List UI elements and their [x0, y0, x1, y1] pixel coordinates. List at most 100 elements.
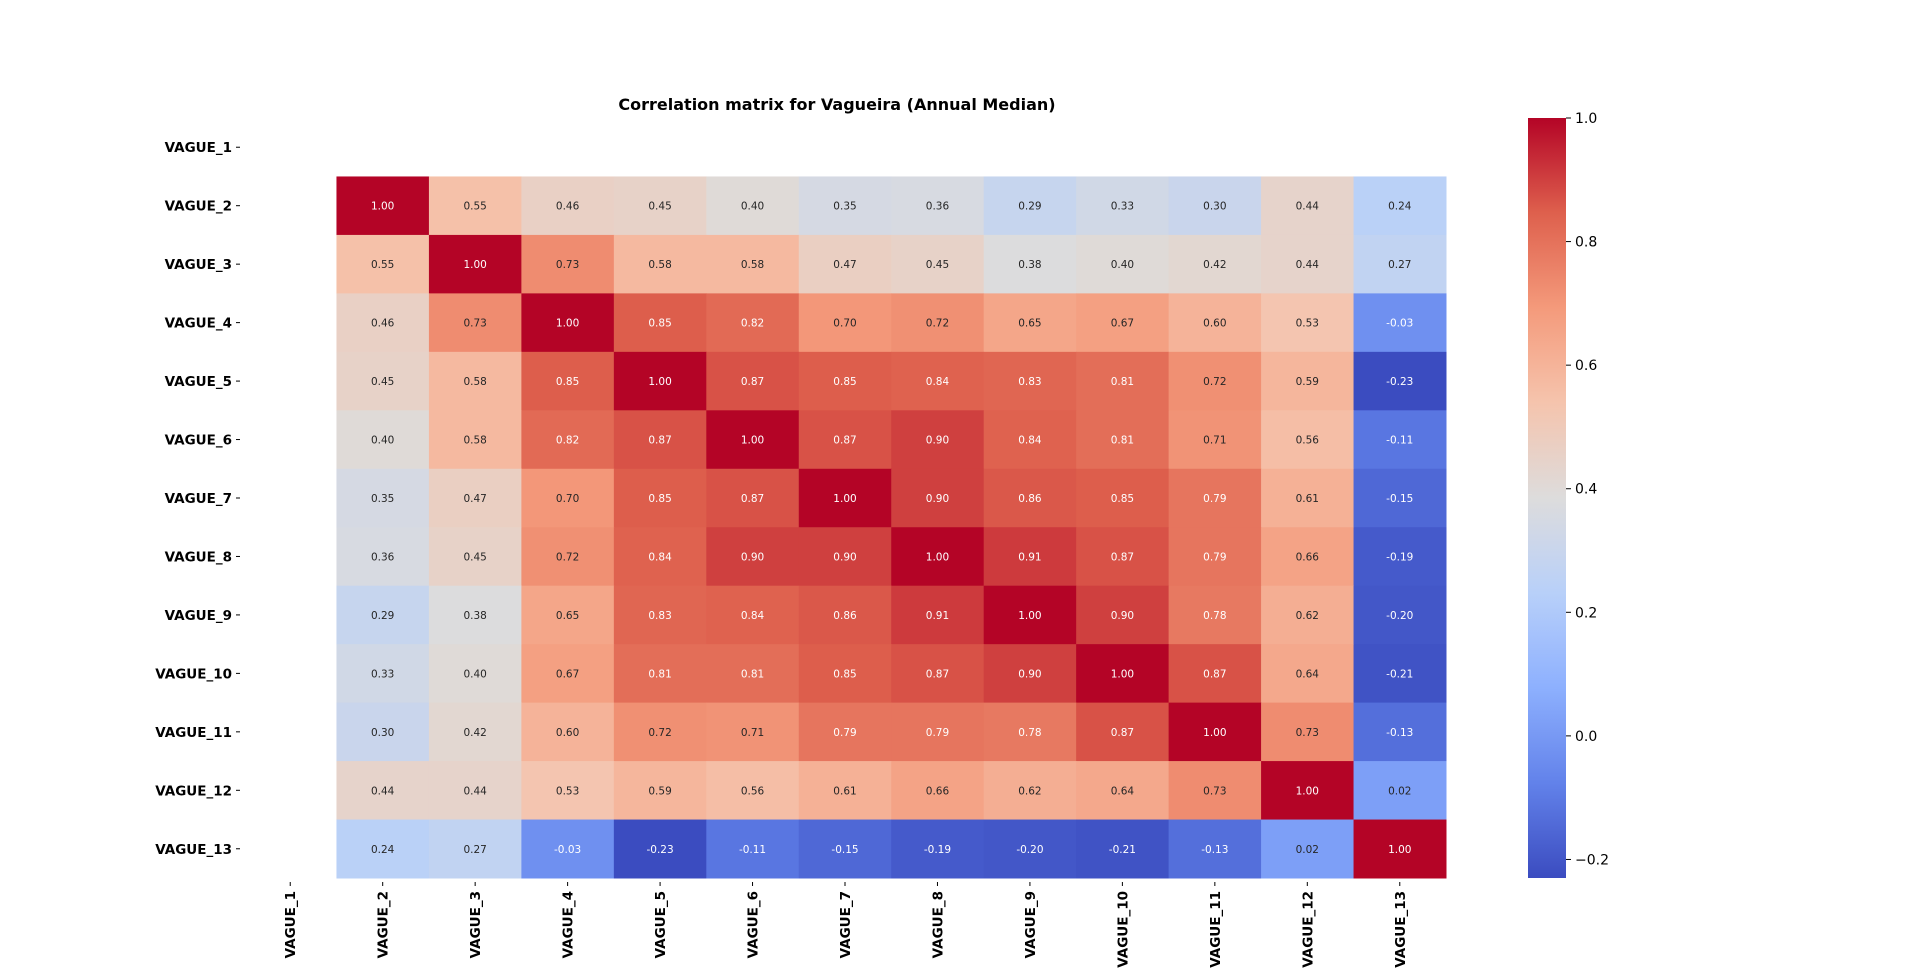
row-label-vague_3: VAGUE_3	[165, 257, 232, 273]
cell-value-vague_13-vague_7: -0.15	[831, 844, 858, 856]
cell-value-vague_2-vague_4: 0.46	[556, 201, 580, 213]
heatmap-cell-vague_12-vague_7	[798, 761, 892, 821]
heatmap-cell-vague_9-vague_11	[1168, 585, 1262, 645]
cell-value-vague_4-vague_3: 0.73	[463, 318, 486, 330]
cell-value-vague_10-vague_8: 0.87	[926, 668, 949, 680]
heatmap-cell-vague_5-vague_10	[1076, 351, 1170, 411]
heatmap-cell-vague_9-vague_6	[706, 585, 800, 645]
heatmap-cell-vague_12-vague_9	[983, 761, 1077, 821]
cell-value-vague_12-vague_5: 0.59	[648, 785, 671, 797]
cell-value-vague_3-vague_11: 0.42	[1203, 259, 1226, 271]
cell-value-vague_13-vague_4: -0.03	[554, 844, 581, 856]
heatmap-cell-vague_12-vague_6	[706, 761, 800, 821]
cell-value-vague_3-vague_10: 0.40	[1111, 259, 1134, 271]
heatmap-cell-vague_12-vague_11	[1168, 761, 1262, 821]
heatmap-cell-vague_7-vague_9	[983, 468, 1077, 528]
heatmap-cell-vague_3-vague_13	[1353, 234, 1447, 294]
heatmap-cell-vague_4-vague_6	[706, 293, 800, 353]
heatmap-cell-vague_9-vague_5	[613, 585, 707, 645]
cell-value-vague_9-vague_2: 0.29	[371, 610, 394, 622]
cell-value-vague_8-vague_4: 0.72	[556, 551, 579, 563]
heatmap-cell-vague_10-vague_7	[798, 644, 892, 704]
heatmap-cell-vague_8-vague_5	[613, 527, 707, 587]
heatmap-cell-vague_3-vague_9	[983, 234, 1077, 294]
heatmap-cell-vague_4-vague_12	[1261, 293, 1355, 353]
heatmap-cell-vague_2-vague_9	[983, 176, 1077, 236]
heatmap-cell-vague_10-vague_6	[706, 644, 800, 704]
cell-value-vague_7-vague_11: 0.79	[1203, 493, 1226, 505]
heatmap-cell-vague_11-vague_10	[1076, 702, 1170, 762]
heatmap-cell-vague_4-vague_2	[336, 293, 430, 353]
cell-value-vague_6-vague_6: 1.00	[741, 435, 764, 447]
cell-value-vague_8-vague_10: 0.87	[1111, 551, 1134, 563]
cell-value-vague_9-vague_5: 0.83	[648, 610, 671, 622]
col-label-vague_2: VAGUE_2	[376, 891, 392, 958]
cell-value-vague_12-vague_2: 0.44	[371, 785, 395, 797]
heatmap-cell-vague_9-vague_4	[521, 585, 615, 645]
cell-value-vague_9-vague_10: 0.90	[1111, 610, 1134, 622]
cell-value-vague_9-vague_7: 0.86	[833, 610, 857, 622]
heatmap-cell-vague_6-vague_4	[521, 410, 615, 470]
cell-value-vague_11-vague_11: 1.00	[1203, 727, 1226, 739]
heatmap-cell-vague_11-vague_6	[706, 702, 800, 762]
heatmap-cell-vague_11-vague_8	[891, 702, 985, 762]
col-label-vague_4: VAGUE_4	[561, 891, 577, 958]
cell-value-vague_13-vague_6: -0.11	[739, 844, 766, 856]
colorbar-tick-label: 0.6	[1575, 358, 1597, 374]
heatmap-cell-vague_5-vague_12	[1261, 351, 1355, 411]
heatmap-cell-vague_7-vague_5	[613, 468, 707, 528]
heatmap-cell-vague_11-vague_11	[1168, 702, 1262, 762]
heatmap-cell-vague_3-vague_3	[428, 234, 522, 294]
heatmap-cell-vague_6-vague_13	[1353, 410, 1447, 470]
heatmap-cell-vague_2-vague_6	[706, 176, 800, 236]
heatmap-cell-vague_7-vague_12	[1261, 468, 1355, 528]
heatmap-cell-vague_13-vague_4	[521, 819, 615, 879]
heatmap-cell-vague_7-vague_4	[521, 468, 615, 528]
cell-value-vague_12-vague_6: 0.56	[741, 785, 765, 797]
cell-value-vague_10-vague_6: 0.81	[741, 668, 764, 680]
cell-value-vague_13-vague_11: -0.13	[1201, 844, 1228, 856]
cell-value-vague_3-vague_2: 0.55	[371, 259, 394, 271]
heatmap-cell-vague_2-vague_12	[1261, 176, 1355, 236]
heatmap-cell-vague_5-vague_2	[336, 351, 430, 411]
cell-value-vague_2-vague_13: 0.24	[1388, 201, 1412, 213]
cell-value-vague_7-vague_4: 0.70	[556, 493, 579, 505]
heatmap-cell-vague_7-vague_6	[706, 468, 800, 528]
cell-value-vague_5-vague_2: 0.45	[371, 376, 394, 388]
cell-value-vague_6-vague_13: -0.11	[1386, 435, 1413, 447]
heatmap-cell-vague_11-vague_12	[1261, 702, 1355, 762]
heatmap-cell-vague_6-vague_12	[1261, 410, 1355, 470]
heatmap-cell-vague_7-vague_13	[1353, 468, 1447, 528]
cell-value-vague_6-vague_5: 0.87	[648, 435, 671, 447]
cell-value-vague_5-vague_5: 1.00	[648, 376, 671, 388]
cell-value-vague_13-vague_10: -0.21	[1109, 844, 1136, 856]
heatmap-cell-vague_6-vague_8	[891, 410, 985, 470]
heatmap-cell-vague_12-vague_13	[1353, 761, 1447, 821]
row-label-vague_13: VAGUE_13	[155, 842, 232, 858]
cell-value-vague_11-vague_9: 0.78	[1018, 727, 1041, 739]
heatmap-cell-vague_2-vague_2	[336, 176, 430, 236]
cell-value-vague_2-vague_12: 0.44	[1296, 201, 1320, 213]
cell-value-vague_10-vague_2: 0.33	[371, 668, 394, 680]
cell-value-vague_5-vague_4: 0.85	[556, 376, 579, 388]
cell-value-vague_5-vague_6: 0.87	[741, 376, 764, 388]
cell-value-vague_6-vague_10: 0.81	[1111, 435, 1134, 447]
cell-value-vague_4-vague_13: -0.03	[1386, 318, 1413, 330]
col-label-vague_12: VAGUE_12	[1300, 891, 1316, 968]
col-label-vague_5: VAGUE_5	[653, 891, 669, 958]
heatmap-cell-vague_10-vague_12	[1261, 644, 1355, 704]
cell-value-vague_11-vague_2: 0.30	[371, 727, 394, 739]
cell-value-vague_11-vague_3: 0.42	[463, 727, 486, 739]
heatmap-cell-vague_8-vague_11	[1168, 527, 1262, 587]
heatmap-cell-vague_3-vague_11	[1168, 234, 1262, 294]
cell-value-vague_3-vague_3: 1.00	[463, 259, 486, 271]
cell-value-vague_11-vague_10: 0.87	[1111, 727, 1134, 739]
cell-value-vague_4-vague_6: 0.82	[741, 318, 764, 330]
row-label-vague_12: VAGUE_12	[155, 783, 232, 799]
heatmap-cell-vague_11-vague_4	[521, 702, 615, 762]
cell-value-vague_2-vague_9: 0.29	[1018, 201, 1041, 213]
cell-value-vague_9-vague_3: 0.38	[463, 610, 486, 622]
heatmap-cell-vague_9-vague_7	[798, 585, 892, 645]
heatmap-cell-vague_4-vague_10	[1076, 293, 1170, 353]
